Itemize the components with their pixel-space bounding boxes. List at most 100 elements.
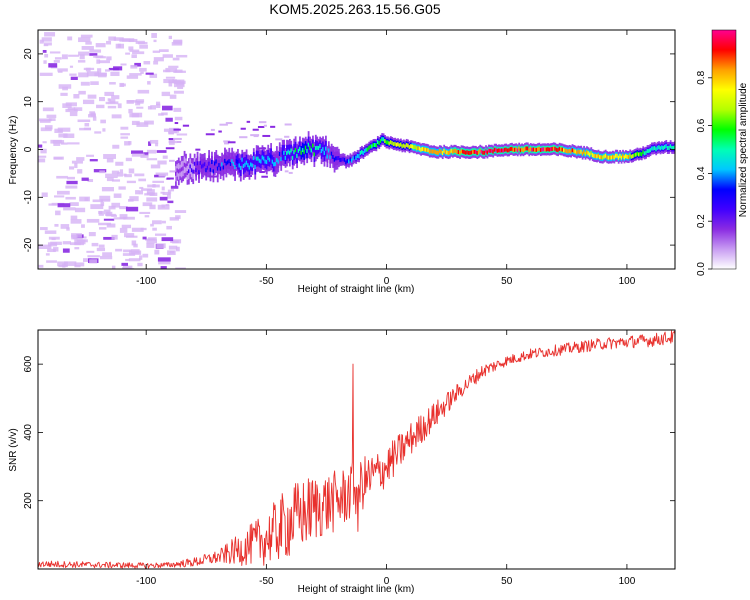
spectrogram-x-tick-label: 50 (501, 276, 513, 287)
spectrogram-cell (495, 147, 497, 152)
spectrogram-cell (53, 60, 60, 63)
spectrogram-cell (129, 49, 140, 52)
spectrogram-cell (359, 150, 362, 155)
spectrogram-cell (376, 139, 379, 144)
spectrogram-cell (195, 148, 201, 151)
spectrogram-cell (314, 146, 317, 151)
spectrogram-cell (60, 224, 70, 229)
spectrogram-cell (111, 265, 116, 269)
spectrogram-cell (502, 148, 505, 153)
spectrogram-cell (62, 248, 70, 253)
spectrogram-cell (45, 253, 50, 256)
spectrogram-x-ticks: -100 -50 0 50 100 (136, 30, 636, 287)
spectrogram-cell (575, 150, 578, 155)
spectrogram-cell (57, 203, 71, 208)
spectrogram-cell (161, 186, 165, 191)
spectrogram-cell (86, 250, 95, 253)
spectrogram-y-tick-label: 10 (23, 96, 34, 108)
spectrogram-cell (167, 189, 172, 195)
spectrogram-cell (254, 164, 257, 169)
spectrogram-cell (66, 227, 70, 231)
spectrogram-cell (362, 150, 365, 155)
spectrogram-cell (128, 258, 141, 262)
spectrogram-cell (242, 164, 245, 169)
spectrogram-cell (440, 149, 443, 154)
spectrogram-cell (162, 155, 168, 159)
spectrogram-cell (398, 143, 401, 148)
snr-x-axis-title: Height of straight line (km) (298, 584, 415, 595)
spectrogram-cell (499, 148, 502, 153)
spectrogram-cell (414, 145, 417, 150)
spectrogram-cell (108, 36, 117, 41)
spectrogram-cell (154, 249, 160, 255)
spectrogram-cell (161, 220, 166, 224)
spectrogram-cell (263, 124, 267, 127)
spectrogram-cell (187, 169, 190, 174)
spectrogram-cell (245, 160, 248, 165)
spectrogram-cell (630, 154, 633, 159)
spectrogram-cell (121, 262, 129, 266)
snr-y-axis-title: SNR (v/v) (8, 428, 19, 471)
spectrogram-cell (278, 151, 281, 156)
spectrogram-cell (142, 253, 149, 258)
spectrogram-cell (412, 145, 415, 150)
spectrogram-cell (126, 180, 136, 184)
spectrogram-cell (534, 147, 536, 152)
spectrogram-cell (519, 148, 522, 153)
spectrogram-cell (239, 165, 242, 170)
spectrogram-cell (156, 101, 161, 106)
spectrogram-cell (205, 168, 208, 173)
spectrogram-cell (74, 241, 84, 246)
spectrogram-cell (596, 154, 598, 159)
spectrogram-cell (128, 108, 133, 114)
spectrogram-cell (218, 163, 221, 168)
spectrogram-cell (627, 155, 630, 160)
spectrogram-cell (267, 156, 270, 161)
spectrogram-cell (169, 217, 180, 221)
spectrogram-cell (303, 149, 306, 154)
spectrogram-cell (120, 133, 130, 136)
spectrogram-cell (607, 155, 610, 160)
spectrogram-cell (552, 146, 555, 151)
spectrogram-cell (77, 119, 91, 123)
spectrogram-cell (53, 247, 59, 252)
spectrogram-cell (108, 67, 120, 71)
spectrogram-cell (176, 168, 179, 173)
spectrogram-cell (93, 55, 104, 58)
spectrogram-cell (163, 69, 171, 73)
spectrogram-cell (131, 227, 144, 232)
spectrogram-cell (372, 143, 375, 148)
spectrogram-cell (63, 261, 77, 266)
spectrogram-cell (599, 155, 601, 160)
spectrogram-cell (283, 150, 285, 155)
spectrogram-cell (625, 154, 627, 159)
spectrogram-cell (98, 222, 112, 226)
spectrogram-cell (319, 144, 322, 149)
spectrogram-cell (129, 196, 139, 202)
spectrogram-cell (424, 147, 427, 152)
spectrogram-y-tick-label: 0 (23, 146, 34, 152)
spectrogram-cell (573, 149, 575, 154)
spectrogram-y-axis-title: Frequency (Hz) (8, 116, 19, 185)
spectrogram-cell (550, 147, 552, 152)
spectrogram-cell (273, 162, 275, 167)
spectrogram-cell (84, 123, 90, 127)
spectrogram-cell (619, 154, 622, 159)
spectrogram-cell (258, 158, 261, 163)
spectrogram-cell (277, 159, 280, 164)
spectrogram-cell (111, 95, 120, 100)
spectrogram-cell (288, 171, 293, 174)
spectrogram-cell (103, 154, 117, 159)
spectrogram-cell (505, 147, 508, 152)
spectrogram-cell (325, 146, 327, 151)
spectrogram-cell (78, 90, 86, 95)
spectrogram-cell (450, 148, 453, 153)
spectrogram-cell (255, 156, 258, 161)
spectrogram-cell (652, 146, 655, 151)
spectrogram-cell (539, 148, 542, 153)
spectrogram-cell (436, 150, 438, 155)
spectrogram-cell (49, 51, 61, 54)
spectrogram-cell (141, 188, 153, 191)
spectrogram-cell (222, 165, 225, 170)
spectrogram-cell (152, 184, 156, 188)
